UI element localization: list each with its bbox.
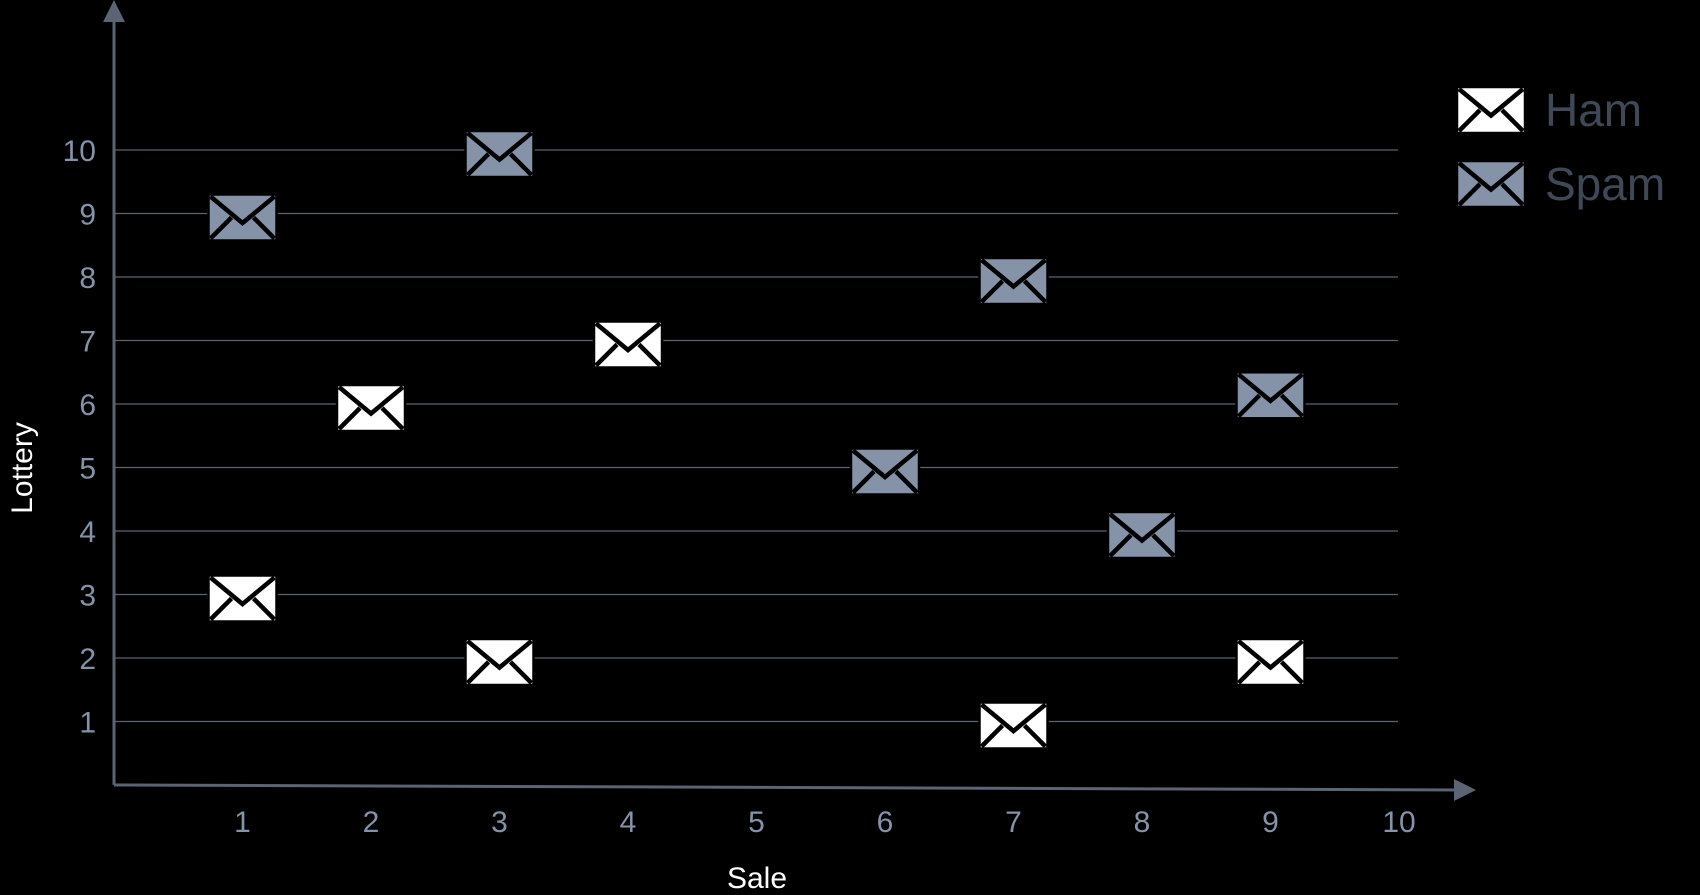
legend: Ham Spam [1455, 84, 1665, 210]
x-tick-label-5: 5 [748, 806, 765, 839]
y-tick-label-10: 10 [63, 135, 96, 168]
y-tick-label-7: 7 [79, 326, 96, 359]
y-tick-label-3: 3 [79, 580, 96, 613]
point-spam-6 [1235, 371, 1306, 420]
point-ham-6 [1235, 637, 1306, 687]
x-tick-label-6: 6 [877, 806, 894, 839]
y-tick-label-4: 4 [79, 516, 96, 549]
point-spam-5 [1106, 510, 1178, 560]
point-ham-3 [464, 637, 535, 687]
point-ham-4 [592, 320, 664, 369]
point-spam-3 [849, 447, 921, 496]
legend-label-spam: Spam [1545, 158, 1665, 210]
x-axis-label: Sale [727, 862, 787, 895]
x-tick-label-8: 8 [1134, 806, 1151, 839]
axes [103, 0, 1476, 801]
x-tick-label-9: 9 [1262, 806, 1279, 839]
point-spam-4 [978, 256, 1049, 306]
x-tick-label-1: 1 [234, 806, 251, 839]
legend-label-ham: Ham [1545, 84, 1642, 136]
y-tick-label-1: 1 [79, 707, 96, 740]
point-ham-5 [978, 701, 1049, 750]
y-tick-label-6: 6 [79, 389, 96, 422]
point-ham-2 [335, 383, 407, 433]
y-tick-label-8: 8 [79, 262, 96, 295]
y-tick-label-9: 9 [79, 199, 96, 232]
x-tick-label-7: 7 [1005, 806, 1022, 839]
y-tick-label-2: 2 [79, 643, 96, 676]
y-axis-label: Lottery [6, 422, 39, 514]
x-tick-label-3: 3 [491, 806, 508, 839]
legend-marker-ham [1455, 85, 1527, 135]
point-spam-1 [207, 193, 278, 242]
x-tick-label-10: 10 [1382, 806, 1415, 839]
legend-marker-spam [1455, 159, 1527, 209]
x-axis-arrow [1454, 779, 1476, 801]
x-axis-line [113, 783, 1463, 792]
y-tick-label-5: 5 [79, 453, 96, 486]
data-points [207, 129, 1306, 750]
point-ham-1 [207, 574, 278, 623]
point-spam-2 [464, 129, 535, 179]
tick-labels: 1 2 3 4 5 6 7 8 9 10 1 2 3 4 5 6 7 8 9 10 [63, 135, 1416, 839]
x-tick-label-2: 2 [363, 806, 380, 839]
y-axis-arrow [103, 0, 125, 22]
x-tick-label-4: 4 [620, 806, 637, 839]
grid-lines [114, 149, 1398, 723]
